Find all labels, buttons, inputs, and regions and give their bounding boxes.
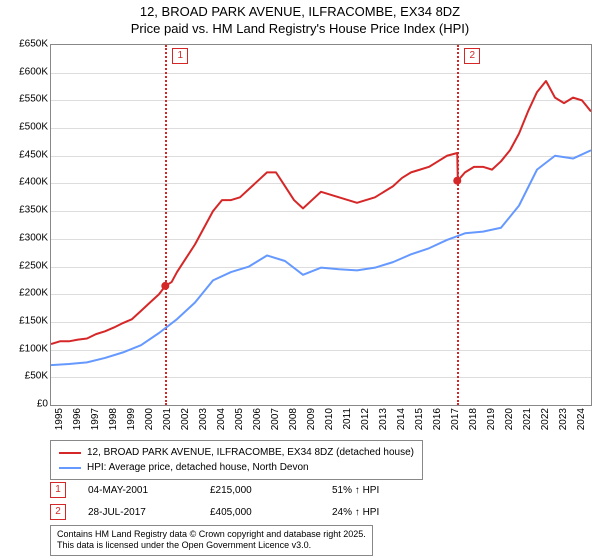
x-axis-label: 1995: [54, 408, 65, 438]
y-axis-label: £300K: [4, 232, 48, 243]
series-blue: [51, 150, 591, 365]
x-axis-label: 2016: [432, 408, 443, 438]
x-axis-label: 2010: [324, 408, 335, 438]
event-date-1: 04-MAY-2001: [88, 485, 188, 496]
x-axis-label: 2001: [162, 408, 173, 438]
event-hpi-2: 24% ↑ HPI: [332, 507, 432, 518]
x-axis-label: 2021: [522, 408, 533, 438]
x-axis-label: 1997: [90, 408, 101, 438]
y-axis-label: £200K: [4, 288, 48, 299]
event-box-1: 1: [50, 482, 66, 498]
y-axis-label: £400K: [4, 177, 48, 188]
event-table: 1 04-MAY-2001 £215,000 51% ↑ HPI 2 28-JU…: [50, 482, 432, 526]
event-marker: 1: [172, 48, 188, 64]
y-axis-label: £250K: [4, 260, 48, 271]
x-axis-label: 2020: [504, 408, 515, 438]
x-axis-label: 2009: [306, 408, 317, 438]
x-axis-label: 1998: [108, 408, 119, 438]
x-axis-label: 2003: [198, 408, 209, 438]
x-axis-label: 2018: [468, 408, 479, 438]
event-marker: 2: [464, 48, 480, 64]
x-axis-label: 2002: [180, 408, 191, 438]
x-axis-label: 2019: [486, 408, 497, 438]
legend-box: 12, BROAD PARK AVENUE, ILFRACOMBE, EX34 …: [50, 440, 423, 480]
x-axis-label: 2006: [252, 408, 263, 438]
y-axis-label: £0: [4, 399, 48, 410]
y-axis-label: £100K: [4, 343, 48, 354]
chart-area: [50, 44, 592, 406]
y-axis-label: £650K: [4, 39, 48, 50]
x-axis-label: 2005: [234, 408, 245, 438]
x-axis-label: 2000: [144, 408, 155, 438]
legend-label-1: 12, BROAD PARK AVENUE, ILFRACOMBE, EX34 …: [87, 445, 414, 460]
legend-label-2: HPI: Average price, detached house, Nort…: [87, 460, 309, 475]
x-axis-label: 2013: [378, 408, 389, 438]
x-axis-label: 2004: [216, 408, 227, 438]
title-line1: 12, BROAD PARK AVENUE, ILFRACOMBE, EX34 …: [0, 4, 600, 21]
legend-swatch-2: [59, 467, 81, 469]
y-axis-label: £500K: [4, 122, 48, 133]
x-axis-label: 2022: [540, 408, 551, 438]
y-axis-label: £450K: [4, 149, 48, 160]
chart-container: 12, BROAD PARK AVENUE, ILFRACOMBE, EX34 …: [0, 0, 600, 560]
event-row-2: 2 28-JUL-2017 £405,000 24% ↑ HPI: [50, 504, 432, 520]
event-date-2: 28-JUL-2017: [88, 507, 188, 518]
x-axis-label: 2011: [342, 408, 353, 438]
x-axis-label: 2014: [396, 408, 407, 438]
x-axis-label: 2024: [576, 408, 587, 438]
event-row-1: 1 04-MAY-2001 £215,000 51% ↑ HPI: [50, 482, 432, 498]
event-box-2: 2: [50, 504, 66, 520]
title-block: 12, BROAD PARK AVENUE, ILFRACOMBE, EX34 …: [0, 0, 600, 38]
x-axis-label: 2015: [414, 408, 425, 438]
title-line2: Price paid vs. HM Land Registry's House …: [0, 21, 600, 38]
event-price-1: £215,000: [210, 485, 310, 496]
legend-swatch-1: [59, 452, 81, 454]
footer-line2: This data is licensed under the Open Gov…: [57, 540, 366, 552]
y-axis-label: £150K: [4, 315, 48, 326]
x-axis-label: 2008: [288, 408, 299, 438]
x-axis-label: 2012: [360, 408, 371, 438]
y-axis-label: £600K: [4, 66, 48, 77]
x-axis-label: 2023: [558, 408, 569, 438]
footer-line1: Contains HM Land Registry data © Crown c…: [57, 529, 366, 541]
legend-row-1: 12, BROAD PARK AVENUE, ILFRACOMBE, EX34 …: [59, 445, 414, 460]
y-axis-label: £550K: [4, 94, 48, 105]
event-price-2: £405,000: [210, 507, 310, 518]
chart-svg: [51, 45, 591, 405]
series-red: [51, 81, 591, 344]
legend-row-2: HPI: Average price, detached house, Nort…: [59, 460, 414, 475]
y-axis-label: £350K: [4, 205, 48, 216]
x-axis-label: 1996: [72, 408, 83, 438]
footer-box: Contains HM Land Registry data © Crown c…: [50, 525, 373, 556]
event-hpi-1: 51% ↑ HPI: [332, 485, 432, 496]
y-axis-label: £50K: [4, 371, 48, 382]
x-axis-label: 2017: [450, 408, 461, 438]
x-axis-label: 1999: [126, 408, 137, 438]
x-axis-label: 2007: [270, 408, 281, 438]
